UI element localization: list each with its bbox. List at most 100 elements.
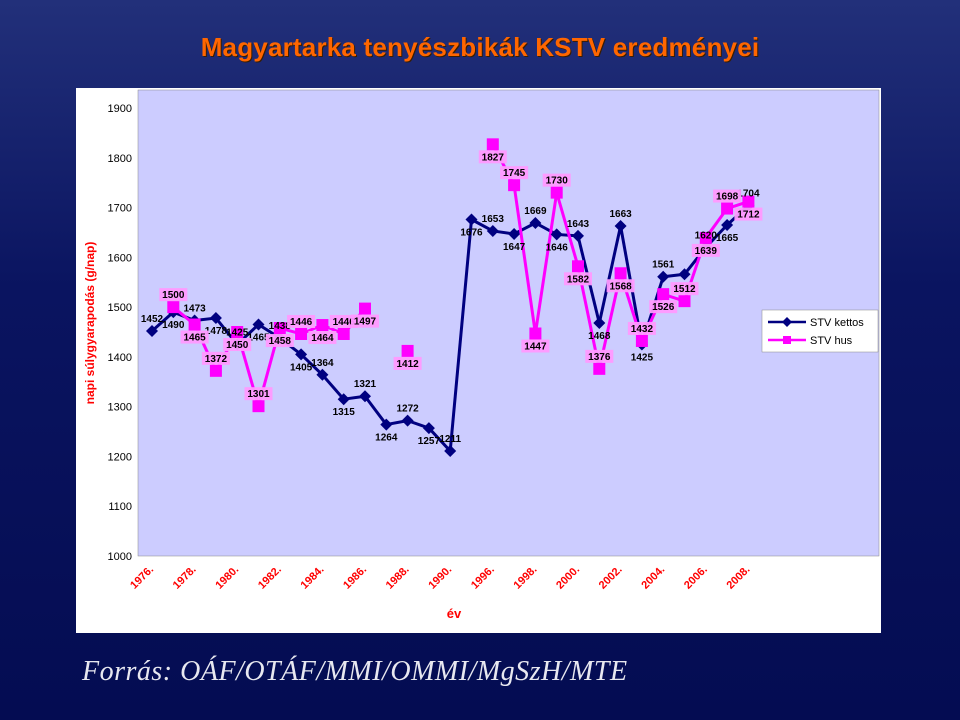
data-label: 1698	[716, 192, 739, 203]
legend-hus-marker	[783, 336, 791, 344]
series-line-0	[321, 373, 345, 401]
x-tick-label: 1990.	[426, 564, 454, 592]
y-tick-label: 1600	[108, 252, 132, 264]
data-label-bg	[564, 272, 592, 286]
x-tick-label: 2004.	[639, 564, 667, 592]
data-label: 1211	[439, 434, 461, 445]
data-label: 1730	[546, 176, 569, 187]
y-tick-label: 1800	[108, 153, 132, 165]
data-label: 1639	[695, 246, 718, 257]
data-label: 1465	[183, 333, 206, 344]
data-label: 1425	[631, 352, 654, 363]
data-label: 1257	[418, 436, 441, 447]
kettos-point	[380, 418, 393, 431]
x-tick-label: 2002.	[597, 564, 625, 592]
data-label-bg	[649, 300, 678, 314]
chart-panel: 1000 1100 1200 1300 1400 1500 1600 1700 1800 1900…	[76, 88, 881, 633]
data-label: 1464	[311, 333, 334, 344]
hus-point	[209, 364, 222, 377]
hus-point	[742, 195, 755, 208]
series-line-0	[300, 353, 324, 376]
legend-box	[761, 309, 879, 353]
data-label-bg	[542, 173, 571, 187]
x-tick-label: 1978.	[171, 564, 199, 592]
kettos-point	[444, 444, 457, 457]
hus-point	[167, 301, 180, 314]
data-label-bg	[585, 349, 614, 363]
kettos-point	[401, 414, 414, 427]
data-label-bg	[287, 314, 316, 328]
hus-point	[572, 260, 584, 273]
kettos-point	[252, 318, 265, 331]
kettos-point	[593, 317, 606, 330]
data-label: 1500	[162, 290, 185, 301]
y-tick-label: 1000	[108, 551, 132, 563]
data-label: 1364	[311, 358, 334, 369]
hus-point	[316, 319, 329, 332]
data-label-bg	[244, 387, 273, 401]
data-label: 1458	[269, 336, 292, 347]
data-label: 1512	[673, 284, 696, 295]
data-label: 1447	[524, 341, 547, 352]
data-label: 1745	[503, 168, 526, 179]
hus-point	[295, 327, 308, 340]
legend: STV kettos STV hus	[761, 309, 879, 353]
data-label: 1376	[588, 352, 611, 363]
kettos-point	[657, 270, 670, 283]
hus-point	[231, 326, 244, 338]
data-label: 1465	[247, 333, 270, 344]
data-label-bg	[201, 351, 230, 365]
data-label-bg	[627, 321, 656, 335]
hus-point	[699, 231, 712, 244]
data-label: 1490	[162, 320, 185, 331]
hus-point	[252, 400, 265, 413]
x-tick-label: 1996.	[469, 564, 497, 592]
series-line-0	[427, 427, 452, 452]
hus-point	[593, 362, 606, 375]
y-axis-label: napi súlygyarapodás (g/nap)	[83, 242, 97, 405]
data-label: 1450	[226, 340, 249, 351]
hus-point	[337, 327, 350, 340]
data-label: 1653	[482, 214, 505, 225]
kettos-point	[529, 216, 542, 229]
hus-point	[359, 302, 371, 315]
hus-point	[678, 295, 691, 308]
data-label: 1643	[567, 219, 590, 230]
data-label: 1468	[588, 331, 611, 342]
data-label-bg	[351, 314, 379, 328]
data-label: 1526	[652, 302, 675, 313]
kettos-point	[572, 229, 584, 242]
kettos-point	[422, 422, 435, 435]
x-tick-label: 1982.	[256, 564, 284, 592]
data-label-bg	[308, 331, 337, 345]
hus-point	[635, 334, 648, 347]
series-line-1	[555, 192, 580, 267]
slide-title: Magyartarka tenyészbikák KSTV eredményei	[200, 32, 760, 62]
kettos-point	[337, 393, 350, 406]
kettos-point	[508, 227, 521, 240]
data-label-bg	[265, 334, 294, 348]
data-label: 1315	[333, 407, 356, 418]
y-tick-label: 1300	[108, 402, 132, 414]
legend-hus-label: STV hus	[810, 335, 853, 347]
series-line-0	[363, 395, 388, 426]
data-label-bg	[180, 330, 209, 344]
y-axis: 1000 1100 1200 1300 1400 1500 1600 1700 1800 1900	[108, 103, 132, 563]
x-tick-label: 2006.	[682, 564, 710, 592]
y-tick-label: 1500	[108, 302, 132, 314]
x-tick-label: 1976.	[128, 564, 156, 592]
data-label: 1712	[737, 210, 760, 221]
x-axis: 1976. 1978. 1980. 1982. 1984. 1986. 1988. 1990.…	[128, 564, 752, 592]
data-label-bg	[223, 338, 252, 351]
y-tick-label: 1100	[108, 501, 132, 513]
kettos-point	[678, 268, 691, 281]
kettos-point	[316, 368, 329, 381]
x-tick-label: 1998.	[512, 564, 540, 592]
data-label-bg	[691, 243, 720, 257]
data-label: 1568	[609, 281, 632, 292]
data-label: 1704	[737, 189, 760, 200]
x-tick-label: 1988.	[384, 564, 412, 592]
source-note: Forrás: OÁF/OTÁF/MMI/OMMI/MgSzH/MTE	[82, 656, 628, 687]
kettos-point	[295, 348, 308, 361]
